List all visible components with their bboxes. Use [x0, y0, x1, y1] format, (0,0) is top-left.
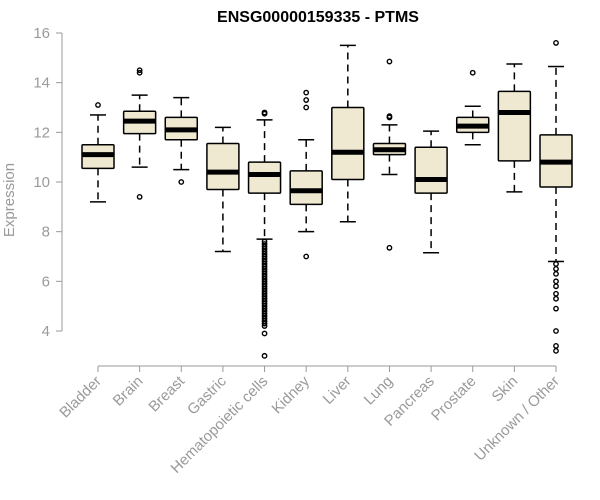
- x-tick-label: Kidney: [269, 372, 314, 417]
- outlier-point: [553, 342, 559, 349]
- outlier-point: [261, 320, 268, 327]
- box-liver: [331, 44, 365, 223]
- box-unknown-other: [539, 40, 573, 354]
- outlier-point: [386, 244, 393, 251]
- outlier-point: [553, 305, 559, 312]
- outlier-point: [553, 270, 559, 277]
- iqr-box: [414, 146, 448, 194]
- outlier-point: [261, 323, 268, 329]
- outlier-point: [303, 89, 310, 96]
- outlier-point: [95, 102, 101, 108]
- outlier-point: [136, 69, 143, 76]
- y-tick-label: 6: [42, 273, 50, 290]
- y-tick-label: 14: [33, 75, 50, 92]
- x-tick-label: Skin: [489, 373, 522, 406]
- y-tick-label: 8: [42, 224, 50, 241]
- box-bladder: [81, 102, 115, 203]
- iqr-box: [289, 170, 323, 206]
- outlier-point: [553, 40, 559, 46]
- y-axis-label: Expression: [1, 163, 18, 237]
- outlier-point: [553, 347, 559, 354]
- box-lung: [372, 58, 407, 251]
- outlier-point: [303, 253, 310, 260]
- outlier-point: [553, 283, 559, 290]
- outlier-point: [261, 352, 268, 359]
- chart-title: ENSG00000159335 - PTMS: [217, 9, 419, 26]
- outlier-point: [553, 261, 559, 267]
- outlier-point: [553, 278, 559, 285]
- box-skin: [497, 63, 532, 193]
- y-tick-label: 12: [33, 124, 50, 141]
- box-kidney: [289, 89, 323, 260]
- iqr-box: [331, 106, 365, 181]
- box-gastric: [206, 126, 240, 253]
- y-tick-label: 16: [33, 25, 50, 42]
- x-tick-label: Prostate: [428, 373, 480, 425]
- outlier-point: [136, 193, 143, 200]
- iqr-box: [247, 161, 282, 194]
- box-pancreas: [414, 130, 448, 254]
- outlier-point: [386, 114, 393, 121]
- box-prostate: [455, 69, 490, 146]
- y-axis: 4 6 8 10 12 14 16: [33, 25, 63, 340]
- y-tick-label: 4: [42, 323, 50, 340]
- x-tick-label: Brain: [110, 373, 147, 410]
- outlier-point: [136, 67, 143, 74]
- outlier-point: [386, 58, 393, 65]
- x-tick-label: Bladder: [56, 373, 105, 422]
- box-brain: [122, 67, 157, 200]
- outlier-point: [178, 179, 185, 185]
- outlier-point: [261, 110, 268, 117]
- box-hematopoietic-cells: [247, 109, 282, 359]
- x-tick-label: Liver: [320, 373, 355, 408]
- y-tick-label: 10: [33, 174, 50, 191]
- x-tick-label: Breast: [145, 372, 188, 415]
- box-series: [81, 40, 573, 359]
- iqr-box: [206, 142, 240, 191]
- outlier-point: [469, 69, 476, 76]
- outlier-point: [303, 104, 310, 111]
- outlier-point: [553, 295, 559, 302]
- x-tick-label: Lung: [361, 373, 397, 409]
- outlier-point: [303, 97, 310, 103]
- outlier-point: [261, 330, 268, 337]
- outlier-point: [553, 290, 559, 297]
- outlier-point: [553, 328, 559, 334]
- box-breast: [164, 96, 199, 185]
- outlier-point: [553, 266, 559, 272]
- iqr-box: [497, 90, 532, 162]
